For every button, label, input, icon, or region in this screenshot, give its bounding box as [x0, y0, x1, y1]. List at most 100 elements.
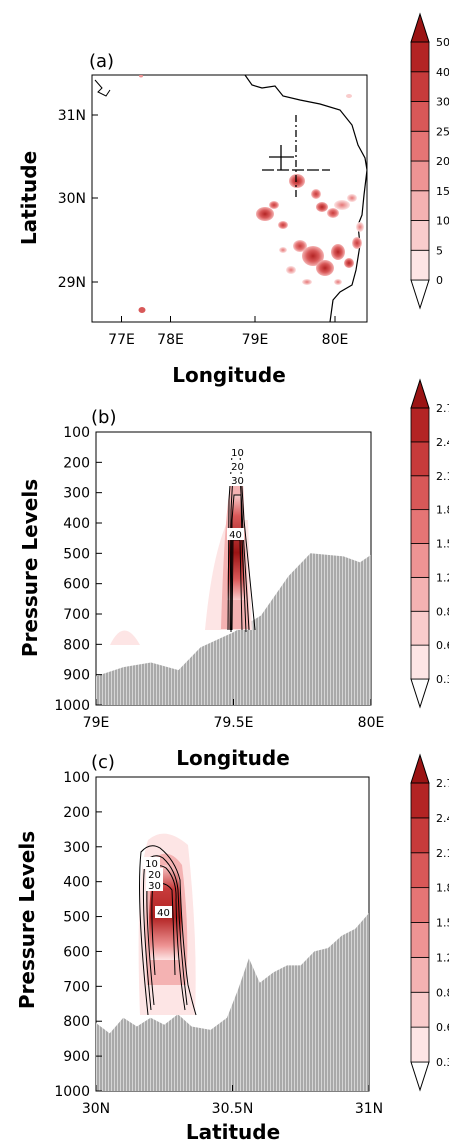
colorbar-b: 0.3 0.6 0.8 1.2 1.5 1.8 2.1 2.4 2.7: [410, 378, 449, 709]
colorbar-swatch: [410, 220, 430, 251]
y-tick-label: 1000: [54, 1084, 90, 1100]
colorbar-swatch: [410, 130, 430, 162]
colorbar-upper-arrow: [410, 378, 430, 409]
colorbar-tick-label: 30: [436, 96, 449, 109]
y-tick-label: 500: [63, 546, 90, 562]
axes-a: 77E 78E 79E 80E 29N 30N 31N: [58, 108, 349, 348]
panel-label-c: (c): [90, 750, 123, 773]
panel-c: 10 20 30 40 (c) 100 200 300 400 500 600 700 800…: [15, 750, 449, 1144]
y-tick-label: 800: [63, 1014, 90, 1030]
y-tick-label: 31N: [58, 108, 86, 124]
y-tick-label: 600: [63, 577, 90, 593]
colorbar-swatch: [410, 644, 430, 680]
panel-label-a: (a): [88, 49, 118, 72]
colorbar-swatch: [410, 1026, 430, 1063]
map-a: [94, 75, 367, 322]
colorbar-swatch: [410, 101, 430, 132]
y-tick-label: 900: [63, 1049, 90, 1065]
y-tick-label: 900: [63, 668, 90, 684]
contour-labels-c: 10 20 30 40: [143, 857, 172, 919]
panel-a: (a) 77E 78E 79E 80E 29N 30N 31N Longitude Lati…: [17, 12, 449, 387]
x-tick-label: 78E: [157, 332, 184, 348]
colorbar-upper-arrow: [410, 12, 430, 43]
colorbar-lower-arrow: [410, 279, 430, 310]
colorbar-swatch: [410, 991, 430, 1028]
colorbar-swatch: [410, 576, 430, 612]
panel-label-text: (c): [91, 752, 115, 773]
colorbar-swatch: [410, 887, 430, 923]
colorbar-tick-label: 0.8: [436, 605, 449, 618]
colorbar-swatch: [410, 956, 430, 993]
contour-label: 20: [231, 462, 244, 473]
colorbar-lower-arrow: [410, 1061, 430, 1092]
colorbar-tick-label: 2.7: [436, 402, 449, 415]
y-tick-label: 100: [63, 425, 90, 441]
x-tick-label: 79.5E: [213, 715, 253, 731]
colorbar-tick-label: 50: [436, 36, 449, 49]
y-axis-title: Latitude: [17, 151, 41, 245]
y-tick-label: 600: [63, 944, 90, 960]
colorbar-tick-label: 0: [436, 274, 443, 287]
contour-label: 10: [231, 448, 244, 459]
colorbar-swatch: [410, 922, 430, 958]
y-tick-label: 700: [63, 979, 90, 995]
x-tick-label: 31N: [355, 1101, 383, 1117]
contour-label: 40: [157, 908, 170, 919]
x-tick-label: 79E: [242, 332, 269, 348]
colorbar-swatch: [410, 817, 430, 854]
colorbar-tick-label: 2.1: [436, 847, 449, 860]
contour-label: 10: [145, 859, 158, 870]
colorbar-tick-label: 0.6: [436, 639, 449, 652]
x-axis-title: Latitude: [186, 1120, 280, 1144]
colorbar-swatch: [410, 41, 430, 73]
precip-field-a: [138, 75, 364, 313]
colorbar-tick-label: 1.8: [436, 504, 449, 517]
y-tick-label: 30N: [58, 191, 86, 207]
y-tick-label: 1000: [54, 698, 90, 714]
colorbar-a: 0 5 10 15 20 25 30 40 50: [410, 12, 449, 310]
colorbar-tick-label: 25: [436, 125, 449, 138]
colorbar-swatch: [410, 71, 430, 102]
colorbar-swatch: [410, 160, 430, 192]
colorbar-swatch: [410, 782, 430, 819]
y-tick-label: 200: [63, 455, 90, 471]
x-tick-label: 80E: [358, 715, 385, 731]
y-axis-title: Pressure Levels: [15, 831, 39, 1009]
colorbar-tick-label: 2.1: [436, 470, 449, 483]
panel-b: 10 20 30 40 (b) 100 200 300 400 500 600 700 800…: [18, 378, 449, 770]
y-tick-label: 300: [63, 486, 90, 502]
y-axis-title: Pressure Levels: [18, 479, 42, 657]
y-tick-label: 400: [63, 516, 90, 532]
colorbar-tick-label: 2.7: [436, 777, 449, 790]
y-tick-label: 800: [63, 637, 90, 653]
colorbar-swatch: [410, 509, 430, 544]
colorbar-tick-label: 1.2: [436, 951, 449, 964]
colorbar-tick-label: 1.2: [436, 571, 449, 584]
contour-label: 20: [148, 870, 161, 881]
colorbar-tick-label: 40: [436, 66, 449, 79]
contour-label: 30: [231, 476, 244, 487]
contour-lines-c: [139, 845, 197, 1016]
y-tick-label: 200: [63, 805, 90, 821]
terrain-c: [96, 913, 369, 1091]
colorbar-tick-label: 2.4: [436, 812, 449, 825]
colorbar-tick-label: 0.6: [436, 1021, 449, 1034]
x-axis-title: Longitude: [172, 363, 286, 387]
panel-label-text: (b): [91, 407, 116, 428]
y-tick-label: 100: [63, 770, 90, 786]
colorbar-swatch: [410, 852, 430, 889]
colorbar-tick-label: 1.5: [436, 917, 449, 930]
colorbar-tick-label: 0.3: [436, 673, 449, 686]
plot-area-a: [91, 74, 368, 323]
panel-label-text: (a): [89, 51, 114, 72]
x-tick-label: 30N: [82, 1101, 110, 1117]
panel-label-b: (b): [90, 405, 123, 428]
contour-label: 30: [148, 881, 161, 892]
contour-labels-b: 10 20 30 40: [227, 446, 246, 541]
colorbar-swatch: [410, 190, 430, 221]
colorbar-lower-arrow: [410, 678, 430, 709]
colorbar-tick-label: 15: [436, 185, 449, 198]
colorbar-tick-label: 1.8: [436, 882, 449, 895]
